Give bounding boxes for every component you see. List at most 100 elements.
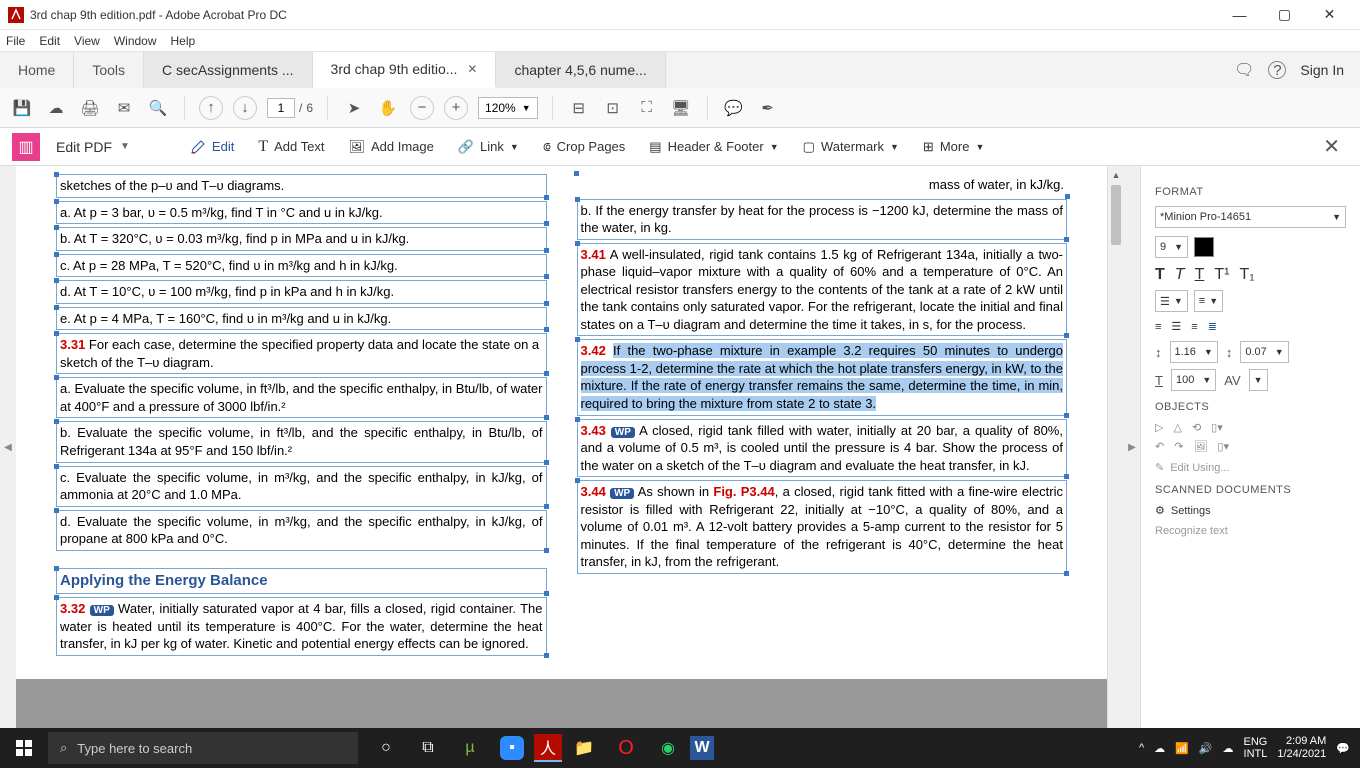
print-icon[interactable]: 🖨 [78, 96, 102, 120]
tab-doc-3[interactable]: chapter 4,5,6 nume... [496, 52, 665, 88]
fit-width-icon[interactable]: ⊟ [567, 96, 591, 120]
text-box[interactable]: c. Evaluate the specific volume, in m³/k… [56, 466, 547, 507]
text-box[interactable]: a. At p = 3 bar, υ = 0.5 m³/kg, find T i… [56, 201, 547, 225]
flip-h-icon[interactable]: ▷ [1155, 421, 1163, 434]
text-box[interactable]: sketches of the p–υ and T–υ diagrams. [56, 174, 547, 198]
edit-using-button[interactable]: ✎Edit Using... [1155, 461, 1346, 474]
edit-button[interactable]: Edit [190, 139, 234, 155]
text-box[interactable]: 3.44 WP As shown in Fig. P3.44, a closed… [577, 480, 1068, 574]
zoom-level[interactable]: 120%▼ [478, 97, 538, 119]
superscript-button[interactable]: T¹ [1214, 266, 1229, 284]
dropdown-icon[interactable]: ▼ [120, 141, 130, 152]
line-spacing-select[interactable]: 1.16▼ [1170, 341, 1218, 363]
text-box[interactable]: 3.41 A well-insulated, rigid tank contai… [577, 243, 1068, 337]
watermark-button[interactable]: ▢Watermark▼ [803, 139, 899, 155]
hscale-select[interactable]: 100▼ [1171, 369, 1216, 391]
onedrive-icon[interactable]: ☁ [1154, 742, 1165, 755]
text-box[interactable]: b. At T = 320°C, υ = 0.03 m³/kg, find p … [56, 227, 547, 251]
font-select[interactable]: *Minion Pro-14651▼ [1155, 206, 1346, 228]
text-box[interactable]: 3.42 If the two-phase mixture in example… [577, 339, 1068, 415]
scroll-up-icon[interactable]: ▲ [1108, 166, 1124, 183]
share-icon[interactable]: 💬 [722, 96, 746, 120]
nav-right[interactable]: ▶ [1124, 166, 1140, 728]
start-button[interactable] [0, 740, 48, 756]
text-box[interactable]: c. At p = 28 MPa, T = 520°C, find υ in m… [56, 254, 547, 278]
hand-icon[interactable]: ✋ [376, 96, 400, 120]
align-icon[interactable]: ▯▾ [1217, 440, 1229, 453]
nav-left[interactable]: ◀ [0, 166, 16, 728]
header-footer-button[interactable]: ▤Header & Footer▼ [649, 139, 778, 155]
para-spacing-select[interactable]: 0.07▼ [1240, 341, 1288, 363]
text-box[interactable]: 3.43 WP A closed, rigid tank filled with… [577, 419, 1068, 478]
fit-page-icon[interactable]: ⊡ [601, 96, 625, 120]
rotate-l-icon[interactable]: ↶ [1155, 440, 1164, 453]
text-box[interactable]: b. If the energy transfer by heat for th… [577, 199, 1068, 240]
tab-doc-1[interactable]: C secAssignments ... [144, 52, 313, 88]
comment-icon[interactable]: 🗨 [1234, 60, 1254, 80]
help-icon[interactable]: ? [1268, 61, 1286, 79]
numbering-button[interactable]: ≡ ▼ [1194, 290, 1223, 312]
tab-doc-2[interactable]: 3rd chap 9th editio...✕ [313, 52, 497, 88]
pointer-icon[interactable]: ➤ [342, 96, 366, 120]
scroll-thumb[interactable] [1111, 185, 1121, 245]
fullscreen-icon[interactable]: ⛶ [635, 96, 659, 120]
app-opera-icon[interactable]: O [606, 728, 646, 768]
signin-link[interactable]: Sign In [1300, 62, 1344, 78]
menu-file[interactable]: File [6, 34, 25, 48]
zoom-out-icon[interactable]: − [410, 96, 434, 120]
menu-view[interactable]: View [74, 34, 100, 48]
save-icon[interactable]: 💾 [10, 96, 34, 120]
text-box[interactable]: a. Evaluate the specific volume, in ft³/… [56, 377, 547, 418]
cortana-icon[interactable]: ○ [366, 728, 406, 768]
crop-button[interactable]: ⟃Crop Pages [543, 139, 625, 155]
bullets-button[interactable]: ☰ ▼ [1155, 290, 1188, 312]
align-justify-icon[interactable]: ≣ [1208, 320, 1217, 333]
tab-tools[interactable]: Tools [74, 52, 144, 88]
add-text-button[interactable]: TAdd Text [258, 138, 324, 156]
font-size-select[interactable]: 9▼ [1155, 236, 1188, 258]
align-right-icon[interactable]: ≡ [1191, 321, 1197, 333]
close-icon[interactable]: ✕ [467, 62, 477, 76]
page-up-icon[interactable]: ↑ [199, 96, 223, 120]
app-utorrent-icon[interactable]: µ [450, 728, 490, 768]
link-button[interactable]: 🔗Link▼ [458, 139, 519, 155]
wifi-icon[interactable]: 📶 [1175, 742, 1189, 755]
page-down-icon[interactable]: ↓ [233, 96, 257, 120]
search-icon[interactable]: 🔍 [146, 96, 170, 120]
add-image-button[interactable]: 🖼Add Image [348, 139, 433, 155]
app-word-icon[interactable]: W [690, 736, 714, 760]
kerning-select[interactable]: ▼ [1249, 369, 1268, 391]
rotate-ccw-icon[interactable]: ⟲ [1192, 421, 1201, 434]
taskview-icon[interactable]: ⧉ [408, 728, 448, 768]
menu-window[interactable]: Window [114, 34, 157, 48]
text-box[interactable]: Applying the Energy Balance [56, 568, 547, 594]
cloud-sync-icon[interactable]: ☁ [1223, 742, 1234, 755]
align-left-icon[interactable]: ≡ [1155, 321, 1161, 333]
replace-icon[interactable]: 🖼 [1193, 440, 1207, 453]
clock[interactable]: 2:09 AM1/24/2021 [1277, 735, 1326, 761]
page-scroll[interactable]: sketches of the p–υ and T–υ diagrams. a.… [16, 166, 1107, 728]
rotate-r-icon[interactable]: ↷ [1174, 440, 1183, 453]
app-whatsapp-icon[interactable]: ◉ [648, 728, 688, 768]
recognize-text-button[interactable]: Recognize text [1155, 525, 1346, 537]
app-zoom-icon[interactable]: ▪ [500, 736, 524, 760]
language-indicator[interactable]: ENGINTL [1244, 736, 1268, 760]
close-panel-button[interactable]: ✕ [1315, 134, 1348, 159]
italic-button[interactable]: T [1175, 266, 1185, 284]
arrange-icon[interactable]: ▯▾ [1211, 421, 1223, 434]
mail-icon[interactable]: ✉ [112, 96, 136, 120]
app-explorer-icon[interactable]: 📁 [564, 728, 604, 768]
menu-help[interactable]: Help [171, 34, 196, 48]
subscript-button[interactable]: T₁ [1239, 266, 1254, 284]
maximize-button[interactable]: ▢ [1262, 0, 1307, 30]
volume-icon[interactable]: 🔊 [1199, 742, 1213, 755]
text-box[interactable]: mass of water, in kJ/kg. [577, 174, 1068, 196]
text-box[interactable]: 3.32 WP Water, initially saturated vapor… [56, 597, 547, 656]
tab-home[interactable]: Home [0, 52, 74, 88]
more-button[interactable]: ⊞More▼ [923, 139, 984, 155]
text-box[interactable]: d. Evaluate the specific volume, in m³/k… [56, 510, 547, 551]
close-button[interactable]: ✕ [1307, 0, 1352, 30]
vertical-scrollbar[interactable]: ▲ [1107, 166, 1124, 728]
bold-button[interactable]: T [1155, 266, 1165, 284]
align-center-icon[interactable]: ☰ [1171, 320, 1181, 333]
